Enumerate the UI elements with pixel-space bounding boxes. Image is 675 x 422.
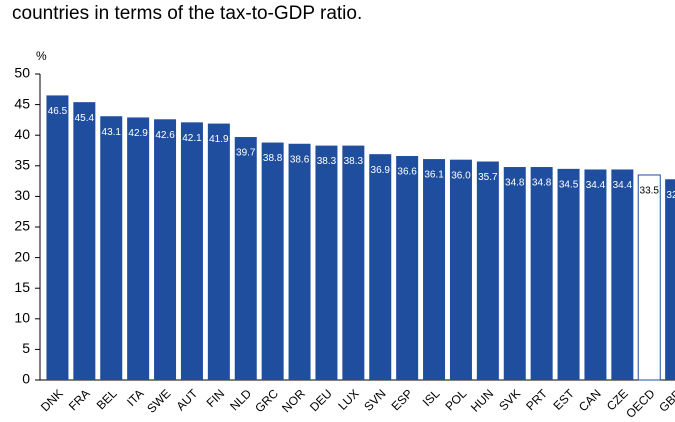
y-tick-label: 20 — [14, 248, 30, 264]
x-tick-label: FRA — [66, 386, 93, 413]
x-tick-label: PRT — [523, 386, 550, 413]
bar — [180, 122, 203, 381]
x-tick-label: ESP — [389, 386, 416, 413]
value-label: 34.8 — [505, 178, 525, 189]
y-tick-label: 30 — [14, 187, 30, 203]
bar — [127, 117, 150, 381]
y-tick-label: 15 — [14, 279, 30, 295]
value-label: 36.9 — [371, 165, 391, 176]
bar — [261, 142, 284, 380]
value-label: 34.8 — [532, 178, 552, 189]
y-axis-label: % — [36, 49, 47, 63]
x-tick-label: SWE — [144, 386, 173, 415]
y-tick-label: 10 — [14, 310, 30, 326]
value-label: 43.1 — [102, 127, 122, 138]
x-tick-label: DEU — [307, 386, 335, 414]
x-tick-label: GRC — [252, 386, 281, 415]
y-tick-label: 25 — [14, 218, 30, 234]
value-label: 38.3 — [317, 156, 337, 167]
bar — [476, 161, 499, 380]
bar — [46, 95, 69, 381]
x-tick-label: FIN — [204, 386, 228, 410]
value-label: 41.9 — [209, 134, 229, 145]
value-label: 38.3 — [344, 156, 364, 167]
bar — [73, 102, 96, 380]
value-label: 35.7 — [478, 172, 498, 183]
x-tick-label: SVN — [361, 386, 388, 413]
x-tick-label: SVK — [496, 386, 523, 413]
bar — [665, 179, 675, 380]
y-tick-label: 40 — [14, 126, 30, 142]
bar — [584, 169, 607, 380]
x-tick-label: BEL — [94, 386, 120, 412]
value-label: 38.6 — [290, 154, 310, 165]
bar — [611, 169, 634, 380]
value-label: 38.8 — [263, 153, 283, 164]
bar — [637, 174, 661, 381]
x-tick-label: POL — [442, 386, 469, 413]
x-tick-label: OECD — [623, 386, 658, 421]
x-tick-label: AUT — [173, 386, 200, 413]
value-label: 42.1 — [182, 133, 202, 144]
x-tick-label: DNK — [38, 386, 66, 414]
value-label: 33.5 — [640, 186, 660, 197]
value-label: 34.5 — [559, 180, 579, 191]
bar — [557, 168, 580, 380]
y-tick-label: 35 — [14, 157, 30, 173]
value-label: 36.1 — [424, 170, 444, 181]
bar — [342, 145, 365, 380]
value-label: 42.9 — [128, 128, 148, 139]
y-tick-label: 5 — [22, 340, 30, 356]
bar — [449, 159, 472, 380]
x-tick-label: GBR — [656, 386, 675, 415]
bar — [100, 116, 123, 380]
x-tick-label: ISL — [420, 386, 443, 409]
x-tick-label: HUN — [468, 386, 496, 414]
bar — [423, 159, 446, 380]
value-label: 32.8 — [666, 190, 675, 201]
bar — [154, 119, 177, 381]
x-tick-label: NLD — [227, 386, 254, 413]
x-tick-label: LUX — [335, 386, 361, 412]
bar — [369, 154, 392, 380]
value-label: 46.5 — [48, 106, 68, 117]
value-label: 39.7 — [236, 148, 256, 159]
bar — [315, 145, 338, 380]
chart-title: countries in terms of the tax-to-GDP rat… — [12, 3, 362, 24]
value-label: 34.4 — [586, 180, 606, 191]
value-label: 36.0 — [451, 170, 471, 181]
value-label: 42.6 — [155, 130, 175, 141]
bar — [503, 167, 526, 380]
y-tick-label: 45 — [14, 95, 30, 111]
value-label: 45.4 — [75, 113, 95, 124]
x-tick-label: NOR — [279, 386, 308, 415]
bar — [288, 143, 311, 380]
value-label: 36.6 — [397, 167, 417, 178]
bar — [396, 156, 419, 380]
y-tick-label: 0 — [22, 371, 30, 387]
x-tick-label: CAN — [576, 386, 604, 414]
bar — [207, 123, 230, 381]
bar — [530, 167, 553, 380]
x-tick-label: EST — [551, 386, 578, 413]
y-tick-label: 50 — [14, 65, 30, 81]
value-label: 34.4 — [613, 180, 633, 191]
bar — [234, 137, 257, 380]
